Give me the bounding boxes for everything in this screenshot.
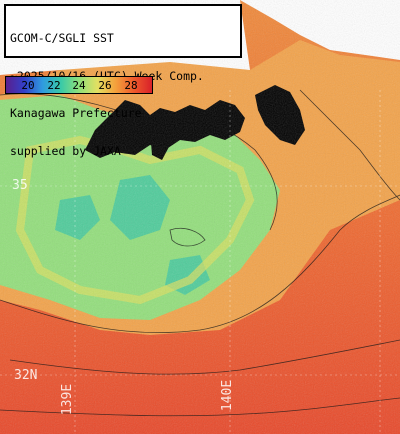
legend-tick-20: 20 — [21, 79, 35, 92]
lon-label-139e: 139E — [60, 383, 76, 416]
contour-lines — [0, 89, 400, 417]
legend-tick-22: 22 — [47, 79, 61, 92]
lat-label-35: 35 — [12, 178, 28, 193]
info-box: GCOM-C/SGLI SST ~2025/10/16 (UTC) Week C… — [4, 4, 242, 157]
lon-label-140e: 140E — [220, 379, 236, 412]
legend-tick-26: 26 — [98, 79, 112, 92]
title-line-4: supplied by JAXA — [10, 143, 121, 158]
title-line-3: Kanagawa Prefecture — [10, 106, 142, 120]
legend-tick-28: 28 — [124, 79, 138, 92]
legend-tick-24: 24 — [72, 79, 86, 92]
graticule — [0, 90, 400, 434]
color-legend: 20 22 24 26 28 — [5, 76, 153, 94]
title-line-1: GCOM-C/SGLI SST — [10, 31, 114, 45]
lat-label-32n: 32N — [14, 368, 38, 383]
